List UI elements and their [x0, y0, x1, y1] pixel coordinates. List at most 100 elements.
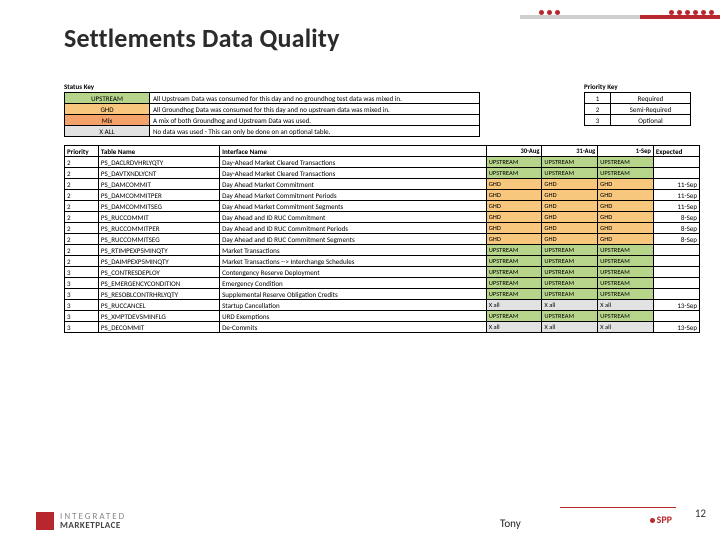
table-row: 3PS_RESOBLCONTRHRLYQTYSupplemental Reser… [65, 289, 700, 300]
priority-key-row: 2Semi-Required [585, 104, 691, 115]
status-key-row: UPSTREAMAll Upstream Data was consumed f… [65, 93, 480, 104]
table-row: 2PS_DACLRDVHRLYQTYDay-Ahead Market Clear… [65, 157, 700, 168]
cell-status: UPSTREAM [598, 289, 654, 300]
key-tables-row: Status Key UPSTREAMAll Upstream Data was… [64, 82, 704, 137]
table-row: 2PS_RUCCOMMITPERDay Ahead and ID RUC Com… [65, 223, 700, 234]
page-number: 12 [695, 507, 706, 520]
content-area: Status Key UPSTREAMAll Upstream Data was… [64, 82, 704, 333]
cell-interface-name: Day Ahead Market Commitment Segments [220, 201, 487, 212]
cell-priority: 3 [65, 322, 99, 333]
status-key-row: X ALLNo data was used - This can only be… [65, 126, 480, 137]
cell-priority: 2 [65, 190, 99, 201]
cell-expected [653, 289, 699, 300]
cell-expected [653, 256, 699, 267]
cell-table-name: PS_DAIMPEXP5MINQTY [98, 256, 219, 267]
cell-table-name: PS_DAMCOMMIT [98, 179, 219, 190]
table-row: 2PS_DAMCOMMITSEGDay Ahead Market Commitm… [65, 201, 700, 212]
status-key-block: Status Key UPSTREAMAll Upstream Data was… [64, 82, 494, 137]
cell-status: GHD [542, 201, 598, 212]
cell-expected: 11-Sep [653, 201, 699, 212]
cell-status: GHD [598, 201, 654, 212]
cell-interface-name: Day Ahead and ID RUC Commitment [220, 212, 487, 223]
cell-status: UPSTREAM [598, 168, 654, 179]
cell-interface-name: Day Ahead and ID RUC Commitment Segments [220, 234, 487, 245]
cell-expected: 13-Sep [653, 322, 699, 333]
cell-priority: 2 [65, 168, 99, 179]
status-key-table: UPSTREAMAll Upstream Data was consumed f… [64, 92, 480, 137]
cell-status: GHD [486, 234, 542, 245]
logo-line2: MARKETPLACE [60, 520, 121, 531]
cell-expected [653, 267, 699, 278]
cell-status: GHD [486, 179, 542, 190]
cell-expected: 8-Sep [653, 234, 699, 245]
presenter-name: Tony [500, 517, 521, 530]
spp-text: SPP [657, 513, 672, 526]
header-decoration [460, 8, 720, 26]
cell-status: UPSTREAM [486, 245, 542, 256]
table-row: 3PS_RUCCANCELStartup CancellationX allX … [65, 300, 700, 311]
cell-priority: 2 [65, 201, 99, 212]
cell-status: X all [598, 322, 654, 333]
cell-status: GHD [486, 223, 542, 234]
cell-status: GHD [598, 223, 654, 234]
cell-status: X all [486, 300, 542, 311]
cell-expected [653, 245, 699, 256]
status-key-desc: All Groundhog Data was consumed for this… [150, 104, 480, 115]
cell-status: UPSTREAM [598, 267, 654, 278]
cell-priority: 2 [65, 223, 99, 234]
cell-interface-name: Emergency Condition [220, 278, 487, 289]
cell-expected: 11-Sep [653, 190, 699, 201]
cell-status: UPSTREAM [542, 168, 598, 179]
cell-table-name: PS_DAMCOMMITPER [98, 190, 219, 201]
cell-interface-name: Market Transactions --> Interchange Sche… [220, 256, 487, 267]
cell-status: UPSTREAM [486, 278, 542, 289]
priority-key-label: Optional [611, 115, 691, 126]
table-row: 2PS_RTIMPEXP5MINQTYMarket TransactionsUP… [65, 245, 700, 256]
cell-expected [653, 311, 699, 322]
cell-priority: 2 [65, 245, 99, 256]
cell-status: GHD [486, 201, 542, 212]
spp-dot-icon [650, 518, 655, 523]
cell-status: X all [598, 300, 654, 311]
status-key-row: MixA mix of both Groundhog and Upstream … [65, 115, 480, 126]
cell-priority: 3 [65, 289, 99, 300]
cell-expected: 8-Sep [653, 212, 699, 223]
status-key-desc: No data was used - This can only be done… [150, 126, 480, 137]
cell-table-name: PS_RUCCOMMITPER [98, 223, 219, 234]
cell-status: UPSTREAM [598, 245, 654, 256]
priority-key-table: 1Required2Semi-Required3Optional [584, 92, 691, 126]
cell-expected [653, 157, 699, 168]
priority-key-row: 1Required [585, 93, 691, 104]
status-key-code: Mix [65, 115, 150, 126]
cell-table-name: PS_XMPTDEV5MINFLG [98, 311, 219, 322]
cell-status: GHD [542, 223, 598, 234]
cell-status: UPSTREAM [598, 256, 654, 267]
cell-status: GHD [598, 234, 654, 245]
cell-expected: 8-Sep [653, 223, 699, 234]
cell-status: UPSTREAM [542, 311, 598, 322]
decor-dots-red-2 [669, 10, 714, 15]
status-key-code: UPSTREAM [65, 93, 150, 104]
cell-status: UPSTREAM [542, 245, 598, 256]
cell-status: UPSTREAM [486, 168, 542, 179]
cell-interface-name: Supplemental Reserve Obligation Credits [220, 289, 487, 300]
cell-priority: 2 [65, 179, 99, 190]
priority-key-code: 2 [585, 104, 611, 115]
table-header: Table Name [98, 146, 219, 157]
cell-interface-name: De-Commits [220, 322, 487, 333]
cell-status: X all [486, 322, 542, 333]
cell-status: GHD [486, 190, 542, 201]
cell-interface-name: URD Exemptions [220, 311, 487, 322]
cell-status: UPSTREAM [598, 278, 654, 289]
status-key-code: GHD [65, 104, 150, 115]
cell-status: UPSTREAM [542, 157, 598, 168]
priority-key-block: Priority Key 1Required2Semi-Required3Opt… [584, 82, 704, 137]
table-row: 2PS_RUCCOMMITDay Ahead and ID RUC Commit… [65, 212, 700, 223]
status-key-row: GHDAll Groundhog Data was consumed for t… [65, 104, 480, 115]
cell-status: UPSTREAM [542, 256, 598, 267]
cell-status: UPSTREAM [598, 157, 654, 168]
cell-table-name: PS_DAMCOMMITSEG [98, 201, 219, 212]
footer-accent-line [560, 507, 676, 508]
cell-status: X all [542, 300, 598, 311]
cell-table-name: PS_DAVTXNDLYCNT [98, 168, 219, 179]
